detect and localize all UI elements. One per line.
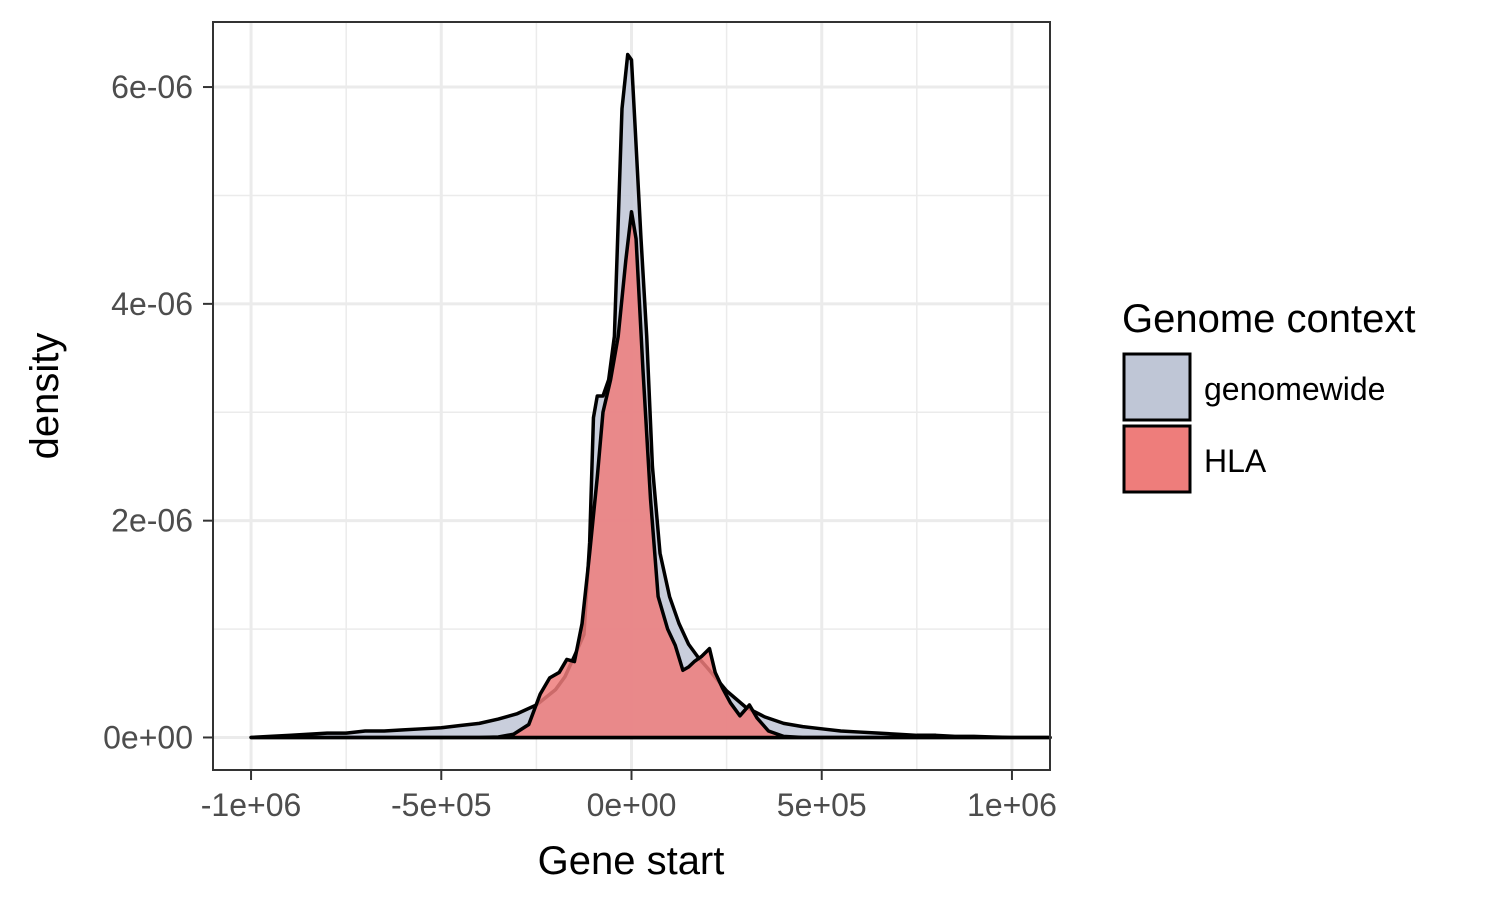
legend-key-genomewide xyxy=(1122,352,1192,422)
legend-key-hla xyxy=(1122,424,1192,494)
x-tick-label: 5e+05 xyxy=(777,787,867,823)
x-axis-label: Gene start xyxy=(538,839,725,883)
y-tick-label: 0e+00 xyxy=(103,719,193,755)
x-tick-label: -5e+05 xyxy=(391,787,492,823)
y-tick-label: 4e-06 xyxy=(111,286,193,322)
density-area-hla xyxy=(249,209,1052,740)
legend-label-hla: HLA xyxy=(1204,443,1267,479)
x-tick-label: -1e+06 xyxy=(201,787,302,823)
x-tick-label: 1e+06 xyxy=(967,787,1057,823)
x-tick-label: 0e+00 xyxy=(587,787,677,823)
legend-label-genomewide: genomewide xyxy=(1204,371,1385,407)
axes: -1e+06 -5e+05 0e+00 5e+05 1e+06 0e+00 2e-06 4e-… xyxy=(103,69,1057,823)
density-areas xyxy=(249,52,1052,740)
y-tick-label: 2e-06 xyxy=(111,503,193,539)
y-tick-label: 6e-06 xyxy=(111,69,193,105)
legend: Genome context genomewide HLA xyxy=(1122,297,1416,494)
y-axis-label: density xyxy=(23,333,67,460)
legend-title: Genome context xyxy=(1122,297,1416,341)
